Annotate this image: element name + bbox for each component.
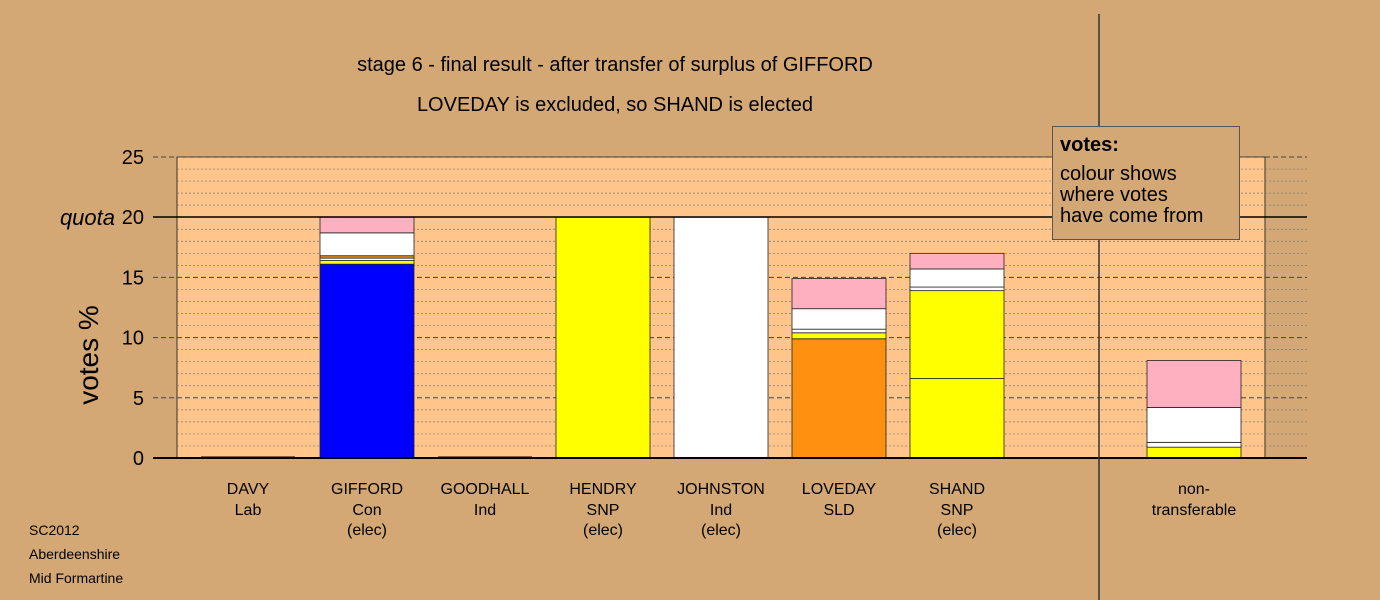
chart-title: stage 6 - final result - after transfer … (357, 54, 873, 76)
category-label: non-transferable (1124, 480, 1264, 521)
bar-segment (1146, 360, 1242, 408)
bar-segment (555, 216, 651, 459)
category-label: LOVEDAY SLD (769, 480, 909, 521)
category-label-line: HENDRY (569, 481, 637, 498)
y-tick-labels: 0 5 10 15 20 25 (122, 147, 144, 470)
category-label-line: Ind (709, 501, 733, 519)
bar-segment (791, 332, 887, 340)
category-label-line: SNP (940, 501, 974, 519)
bar-segment (909, 290, 1005, 379)
y-tick-label: 25 (122, 147, 144, 169)
bar-segment (909, 378, 1005, 459)
footer-council: Aberdeenshire (29, 546, 121, 562)
bar-segment (909, 268, 1005, 288)
legend-title: votes: (1060, 134, 1119, 156)
category-label-line: (elec) (936, 522, 977, 539)
bar-segment (791, 338, 887, 459)
y-tick-label: 5 (133, 388, 144, 410)
legend-line: have come from (1060, 205, 1204, 227)
category-label-line: (elec) (700, 522, 741, 539)
bar-segment (909, 286, 1005, 292)
category-label: HENDRY SNP (elec) (533, 480, 673, 542)
category-label-line: transferable (1151, 501, 1237, 519)
bar-segment (319, 232, 415, 257)
category-label-line: JOHNSTON (677, 481, 765, 498)
y-tick-label: 0 (133, 448, 144, 470)
bar-segment (791, 308, 887, 330)
category-label-line: SHAND (928, 481, 985, 498)
category-label-line: (elec) (346, 522, 387, 539)
category-label-line: LOVEDAY (801, 481, 877, 498)
y-axis-label: votes % (73, 305, 104, 405)
legend-line: where votes (1060, 184, 1168, 206)
footer-ward: Mid Formartine (29, 570, 124, 586)
category-label-line: GOODHALL (440, 481, 530, 498)
y-tick-label: 20 (122, 207, 144, 229)
category-label-line: DAVY (226, 481, 270, 498)
y-tick-label: 10 (122, 328, 144, 350)
chart-subtitle: LOVEDAY is excluded, so SHAND is elected (416, 94, 814, 116)
bar-segment (319, 216, 415, 234)
bars (201, 216, 1242, 459)
category-label: SHAND SNP (elec) (887, 480, 1027, 542)
y-tick-label: 15 (122, 267, 144, 289)
category-label-line: GIFFORD (331, 481, 403, 498)
category-label: GOODHALL Ind (415, 480, 555, 521)
category-label-line: (elec) (582, 522, 623, 539)
quota-label: quota (60, 205, 115, 230)
bar-segment (909, 252, 1005, 270)
legend-box: votes: colour shows where votes have com… (1052, 126, 1240, 240)
category-label-line: Ind (473, 501, 497, 519)
category-label: GIFFORD Con (elec) (297, 480, 437, 542)
category-label: JOHNSTON Ind (elec) (651, 480, 791, 542)
bar-segment (1146, 446, 1242, 459)
category-label: DAVY Lab (178, 480, 318, 521)
bar-segment (673, 216, 769, 459)
bar-segment (791, 278, 887, 310)
category-label-line: SLD (823, 501, 855, 519)
footer-code: SC2012 (29, 522, 80, 538)
bar-segment (791, 328, 887, 334)
legend-line: colour shows (1060, 163, 1177, 185)
category-label-line: SNP (586, 501, 620, 519)
bar-segment (319, 260, 415, 265)
bar-segment (319, 263, 415, 459)
bar-segment (1146, 441, 1242, 448)
category-label-line: Lab (234, 501, 262, 519)
category-label-line: Con (352, 501, 382, 519)
category-label-line: non- (1177, 481, 1211, 498)
bar-segment (1146, 407, 1242, 443)
